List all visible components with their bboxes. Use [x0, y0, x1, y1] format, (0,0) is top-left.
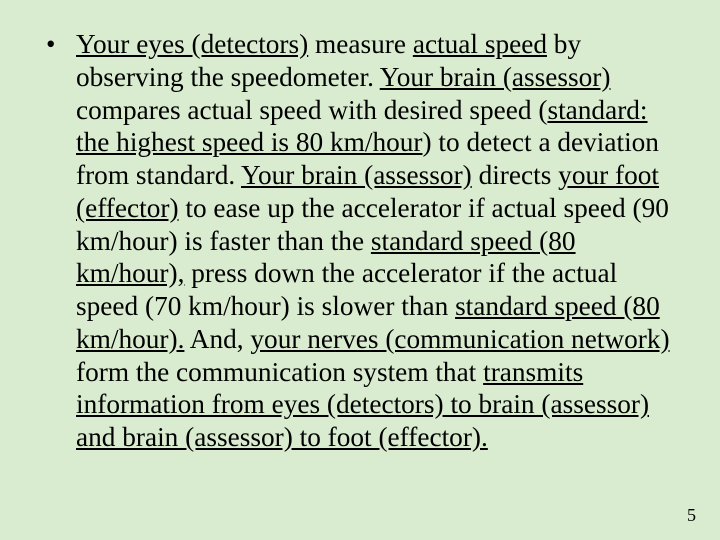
bullet-list: Your eyes (detectors) measure actual spe…: [42, 28, 678, 454]
plain-text: And,: [184, 324, 250, 354]
plain-text: directs: [472, 160, 558, 190]
underlined-text: Your brain (assessor): [380, 62, 611, 92]
plain-text: compares actual speed with desired speed…: [76, 95, 547, 125]
plain-text: measure: [308, 29, 413, 59]
underlined-text: your nerves (communication network): [250, 324, 669, 354]
slide-area: Your eyes (detectors) measure actual spe…: [0, 0, 720, 540]
underlined-text: Your brain (assessor): [241, 160, 472, 190]
bullet-item: Your eyes (detectors) measure actual spe…: [42, 28, 678, 454]
plain-text: form the communication system that: [76, 357, 483, 387]
page-number: 5: [687, 505, 696, 526]
underlined-text: Your eyes (detectors): [76, 29, 308, 59]
underlined-text: actual speed: [413, 29, 547, 59]
